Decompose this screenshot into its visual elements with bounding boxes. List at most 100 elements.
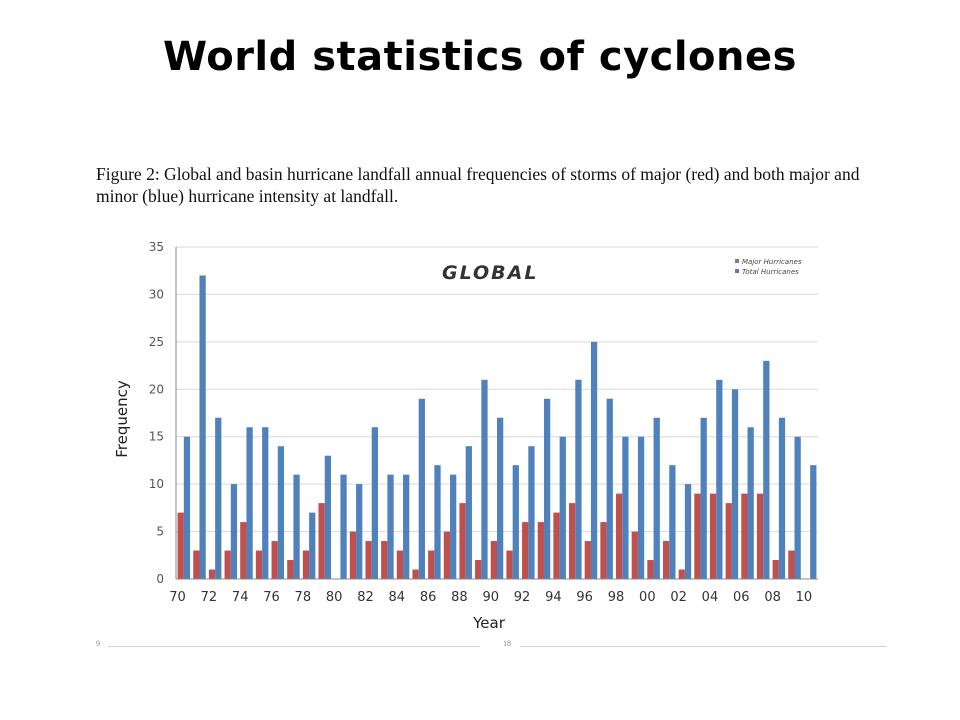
x-tick-labels: 70 72 74 76 78 80 82 84 86 88 90 92 94 96 98 00 02 04 06 08… bbox=[169, 590, 812, 605]
bar-total-89 bbox=[481, 379, 488, 579]
x-tick-78: 78 bbox=[295, 590, 312, 605]
bar-major-04 bbox=[709, 493, 717, 579]
x-tick-96: 96 bbox=[576, 590, 593, 605]
bar-total-75 bbox=[262, 427, 269, 579]
legend: Major Hurricanes Total Hurricanes bbox=[735, 258, 802, 276]
bars bbox=[177, 275, 817, 579]
chart-title: GLOBAL bbox=[442, 262, 538, 284]
bar-major-03 bbox=[694, 493, 701, 579]
bar-total-92 bbox=[528, 446, 535, 579]
x-tick-86: 86 bbox=[420, 590, 437, 605]
bar-major-77 bbox=[287, 560, 294, 579]
bar-total-70 bbox=[183, 436, 191, 579]
y-tick-20: 20 bbox=[149, 382, 164, 396]
bar-major-83 bbox=[381, 541, 388, 579]
bar-major-70 bbox=[177, 512, 184, 579]
slide-title: World statistics of cyclones bbox=[163, 34, 797, 80]
x-tick-04: 04 bbox=[702, 590, 719, 605]
bar-total-76 bbox=[277, 446, 285, 579]
y-axis-label: Frequency bbox=[113, 380, 131, 458]
bar-major-74 bbox=[240, 522, 247, 579]
bar-total-06 bbox=[747, 427, 754, 579]
axes bbox=[175, 247, 818, 580]
bar-total-09 bbox=[794, 436, 801, 579]
legend-swatch-total bbox=[735, 269, 739, 273]
bar-total-81 bbox=[356, 484, 363, 579]
bar-major-81 bbox=[349, 531, 357, 579]
y-tick-30: 30 bbox=[149, 287, 164, 301]
bar-major-07 bbox=[756, 493, 764, 579]
bar-total-84 bbox=[403, 474, 410, 579]
bar-total-00 bbox=[653, 417, 660, 579]
global-hurricane-chart: 0 5 10 15 20 25 30 35 70 72 74 76 78 80 82 84 86 88 90 92 9… bbox=[113, 240, 818, 632]
x-tick-08: 08 bbox=[764, 590, 781, 605]
bar-total-99 bbox=[637, 436, 645, 579]
bar-major-09 bbox=[788, 550, 795, 579]
bar-major-92 bbox=[522, 522, 529, 579]
bar-total-79 bbox=[324, 455, 332, 579]
bar-major-73 bbox=[224, 550, 231, 579]
legend-label-total: Total Hurricanes bbox=[742, 268, 799, 276]
bar-total-85 bbox=[418, 398, 425, 579]
bar-major-85 bbox=[412, 569, 419, 579]
x-tick-76: 76 bbox=[263, 590, 280, 605]
bar-total-82 bbox=[371, 427, 378, 579]
bar-total-97 bbox=[606, 398, 613, 579]
bar-total-05 bbox=[731, 389, 739, 579]
x-tick-70: 70 bbox=[169, 590, 186, 605]
y-tick-0: 0 bbox=[156, 572, 164, 586]
bar-major-98 bbox=[616, 493, 623, 579]
bar-total-88 bbox=[465, 446, 472, 579]
legend-label-major: Major Hurricanes bbox=[742, 258, 802, 266]
y-tick-15: 15 bbox=[149, 430, 164, 444]
x-axis-label: Year bbox=[472, 614, 506, 632]
bar-total-73 bbox=[230, 484, 238, 579]
bar-major-76 bbox=[271, 541, 278, 579]
bar-total-78 bbox=[309, 512, 316, 579]
bar-total-03 bbox=[700, 417, 707, 579]
bar-total-71 bbox=[199, 275, 206, 579]
x-tick-72: 72 bbox=[201, 590, 218, 605]
x-tick-80: 80 bbox=[326, 590, 343, 605]
bar-major-75 bbox=[255, 550, 263, 579]
bar-total-93 bbox=[543, 398, 551, 579]
footer-rule-right bbox=[520, 646, 886, 647]
bar-major-86 bbox=[428, 550, 435, 579]
x-tick-74: 74 bbox=[232, 590, 249, 605]
bar-major-99 bbox=[631, 531, 638, 579]
bar-total-10 bbox=[810, 465, 817, 579]
bar-total-74 bbox=[246, 427, 253, 579]
bar-major-02 bbox=[678, 569, 685, 579]
bar-total-96 bbox=[590, 341, 598, 579]
x-tick-98: 98 bbox=[608, 590, 625, 605]
bar-major-06 bbox=[741, 493, 748, 579]
x-tick-06: 06 bbox=[733, 590, 750, 605]
bar-total-94 bbox=[559, 436, 566, 579]
footer-number-center: 18 bbox=[503, 639, 511, 648]
bar-major-00 bbox=[647, 560, 654, 579]
bar-major-79 bbox=[318, 503, 325, 579]
y-tick-35: 35 bbox=[149, 240, 164, 254]
y-tick-25: 25 bbox=[149, 335, 164, 349]
x-tick-84: 84 bbox=[389, 590, 406, 605]
legend-swatch-major bbox=[735, 259, 739, 263]
bar-total-02 bbox=[684, 484, 692, 579]
bar-major-82 bbox=[365, 541, 372, 579]
y-tick-5: 5 bbox=[156, 525, 164, 539]
bar-major-71 bbox=[193, 550, 200, 579]
x-tick-82: 82 bbox=[357, 590, 374, 605]
bar-total-72 bbox=[215, 417, 222, 579]
bar-major-95 bbox=[569, 503, 576, 579]
bar-major-87 bbox=[443, 531, 451, 579]
bar-total-07 bbox=[763, 360, 770, 579]
bar-major-84 bbox=[396, 550, 404, 579]
bar-total-80 bbox=[340, 474, 347, 579]
bar-major-78 bbox=[302, 550, 310, 579]
y-tick-labels: 0 5 10 15 20 25 30 35 bbox=[149, 240, 164, 586]
bar-major-89 bbox=[475, 560, 482, 579]
bar-total-91 bbox=[512, 465, 519, 579]
bar-total-83 bbox=[387, 474, 394, 579]
bar-major-08 bbox=[772, 560, 779, 579]
bar-total-90 bbox=[497, 417, 504, 579]
x-tick-90: 90 bbox=[482, 590, 499, 605]
